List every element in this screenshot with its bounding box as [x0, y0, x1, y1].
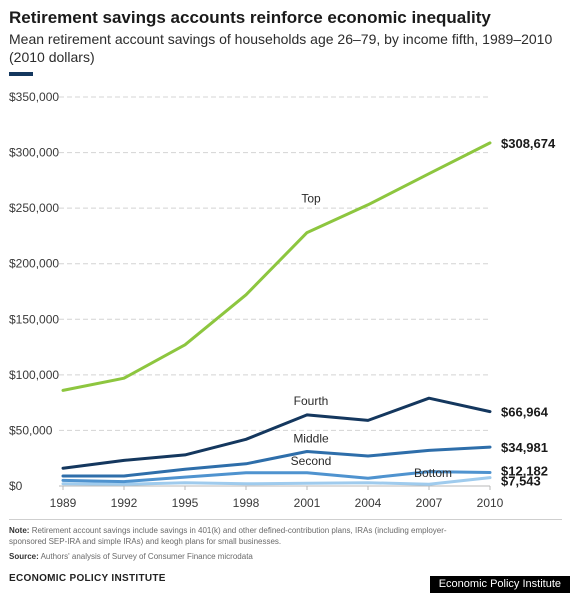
organization-name: ECONOMIC POLICY INSTITUTE [9, 573, 166, 584]
x-tick-label: 1992 [111, 496, 138, 510]
credit-badge: Economic Policy Institute [429, 576, 570, 593]
chart-subtitle: Mean retirement account savings of house… [9, 31, 553, 65]
end-value-label-second: $12,182 [501, 463, 548, 478]
series-line-bottom [61, 476, 492, 486]
note-text: Retirement account savings include savin… [9, 526, 447, 546]
end-value-label-middle: $34,981 [501, 440, 548, 455]
y-tick-label: $350,000 [9, 90, 59, 104]
end-value-label-top: $308,674 [501, 136, 556, 151]
end-value-label-fourth: $66,964 [501, 405, 549, 420]
title-accent-rule [9, 72, 33, 76]
x-tick-label: 1998 [233, 496, 260, 510]
x-tick-label: 2004 [355, 496, 382, 510]
footer-divider [9, 519, 562, 520]
series-lines [61, 141, 492, 486]
axes: $0 $50,000 $100,000 $150,000 $200,000 $250,00… [9, 90, 504, 510]
series-name-label-top: Top [301, 192, 321, 206]
series-name-label-middle: Middle [293, 432, 329, 446]
y-tick-label: $300,000 [9, 146, 59, 160]
y-tick-label: $250,000 [9, 201, 59, 215]
y-tick-label: $0 [9, 479, 23, 493]
chart-title: Retirement savings accounts reinforce ec… [9, 8, 491, 27]
x-tick-label: 2010 [477, 496, 504, 510]
x-tick-label: 1995 [172, 496, 199, 510]
series-line-second [61, 470, 492, 484]
source-label: Source: [9, 552, 39, 561]
y-tick-label: $200,000 [9, 257, 59, 271]
y-tick-label: $150,000 [9, 312, 59, 326]
y-tick-label: $100,000 [9, 368, 59, 382]
x-tick-label: 2001 [294, 496, 321, 510]
end-value-label-bottom: $7,543 [501, 474, 541, 489]
series-name-label-second: Second [291, 454, 332, 468]
series-line-top [61, 141, 492, 392]
series-name-label-bottom: Bottom [414, 466, 452, 480]
series-line-middle [61, 445, 492, 478]
x-tick-label: 1989 [50, 496, 77, 510]
line-chart: $0 $50,000 $100,000 $150,000 $200,000 $250,00… [9, 90, 556, 510]
x-tick-label: 2007 [416, 496, 443, 510]
source: Source: Authors' analysis of Survey of C… [9, 551, 464, 562]
series-line-fourth [61, 396, 492, 470]
y-tick-label: $50,000 [9, 423, 53, 437]
series-name-label-fourth: Fourth [294, 394, 329, 408]
source-text: Authors' analysis of Survey of Consumer … [40, 552, 253, 561]
note: Note: Retirement account savings include… [9, 525, 464, 547]
series-labels: Top Fourth Middle Second Bottom $308,674 $66,9… [291, 136, 556, 489]
note-label: Note: [9, 526, 30, 535]
